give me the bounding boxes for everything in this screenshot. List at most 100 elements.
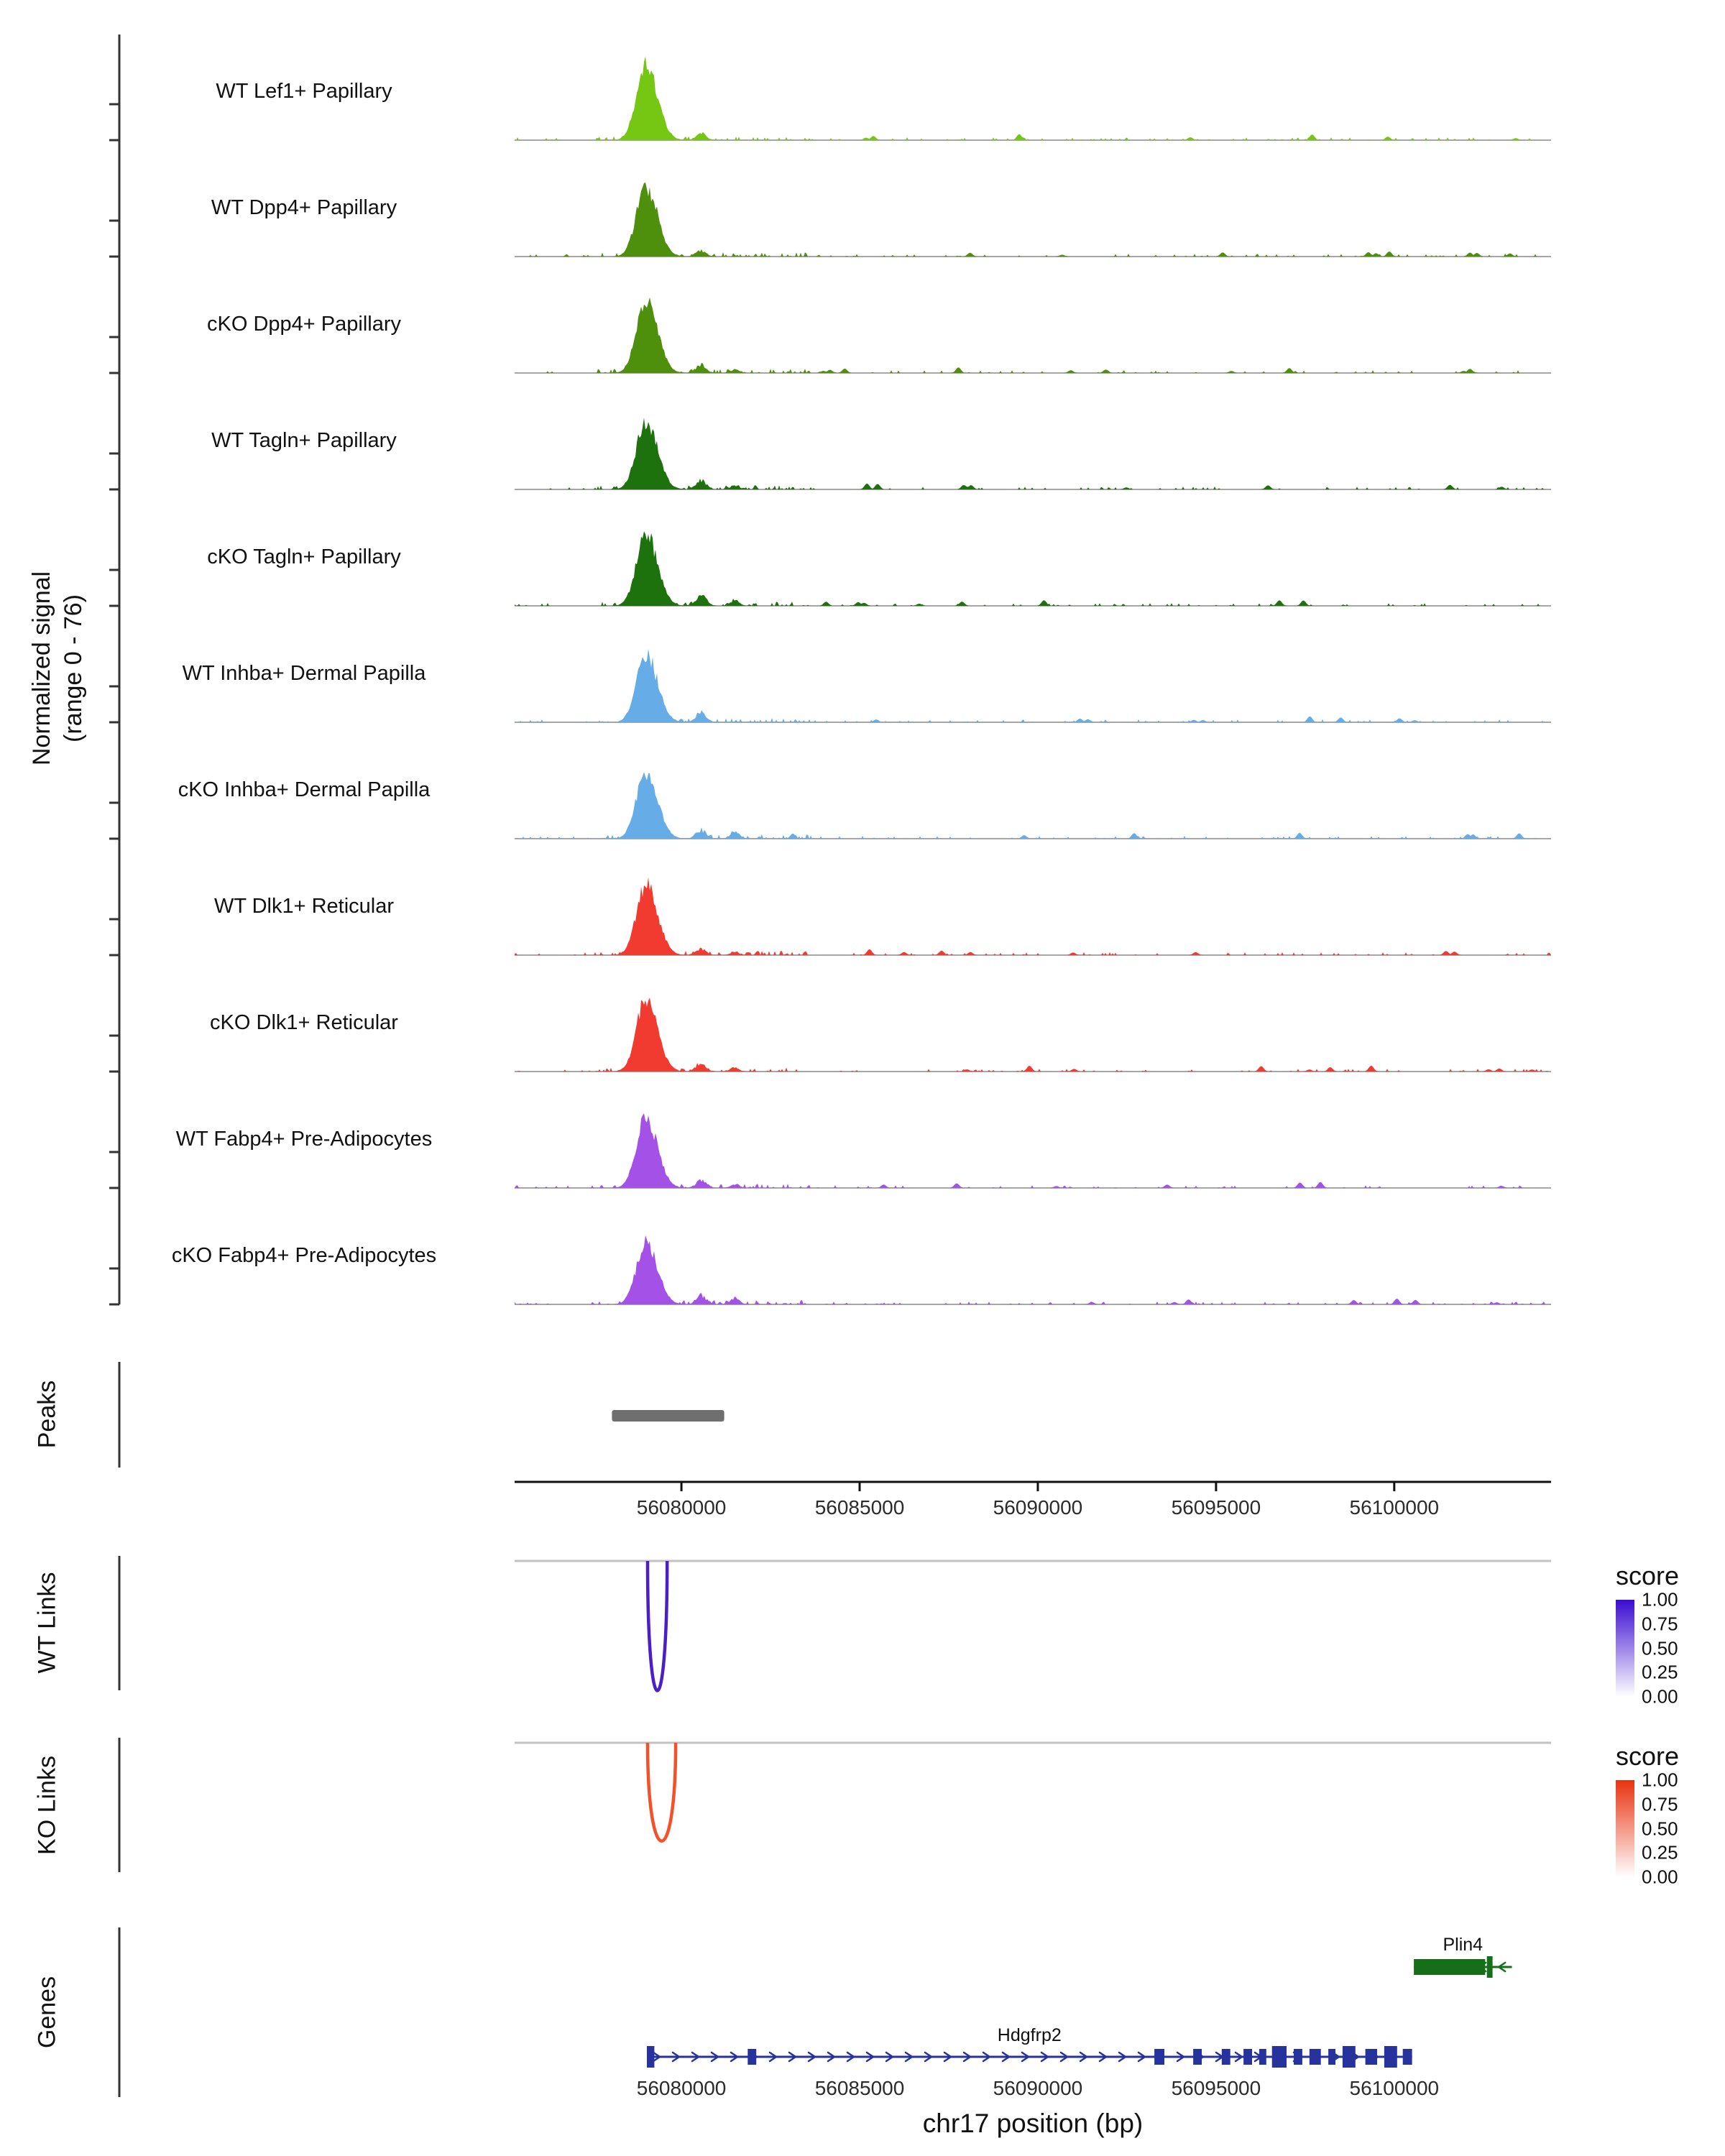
ko-score-gradient (1616, 1780, 1634, 1877)
track-signal-2 (515, 297, 1551, 373)
track-label-3: WT Tagln+ Papillary (211, 429, 397, 452)
gene-exon-Hdgfrp2-0 (647, 2046, 655, 2068)
wt-score-gradient (1616, 1600, 1634, 1697)
gene-exon-Plin4-1 (1486, 1956, 1493, 1978)
y-axis-label-line1: Normalized signal (27, 571, 55, 766)
gene-strand-arrow (652, 2051, 662, 2063)
gene-exon-Hdgfrp2-7 (1271, 2046, 1287, 2068)
x-tick-mid-4: 56100000 (1349, 1496, 1440, 1519)
legend-labels-wt-0: 1.00 (1642, 1588, 1678, 1611)
legend-labels-wt-4: 0.00 (1642, 1685, 1678, 1708)
ko-links-section-label: KO Links (33, 1756, 61, 1855)
track-label-5: WT Inhba+ Dermal Papilla (182, 662, 426, 685)
gene-strand-arrow (943, 2051, 953, 2063)
x-tick-bottom-0: 56080000 (636, 2077, 727, 2099)
track-signal-1 (515, 182, 1551, 257)
ko-link-arc (645, 1742, 678, 1843)
gene-strand-arrow (807, 2051, 817, 2063)
gene-exon-Hdgfrp2-6 (1259, 2049, 1266, 2065)
gene-strand-arrow (904, 2051, 914, 2063)
x-tick-mid-1: 56085000 (814, 1496, 905, 1519)
x-axis-title: chr17 position (bp) (922, 2109, 1144, 2138)
y-axis-label: Normalized signal (range 0 - 76) (26, 571, 89, 765)
gene-exon-Hdgfrp2-2 (1154, 2049, 1164, 2065)
track-label-4: cKO Tagln+ Papillary (207, 545, 401, 568)
x-tick-bottom-4: 56100000 (1349, 2077, 1440, 2099)
track-label-7: WT Dlk1+ Reticular (213, 895, 395, 918)
legend-labels-ko-4: 0.00 (1642, 1866, 1678, 1888)
gene-strand-arrow (962, 2051, 972, 2063)
legend-labels-ko-1: 0.75 (1642, 1793, 1678, 1815)
gene-strand-arrow (691, 2051, 701, 2063)
gene-strand-arrow (1040, 2051, 1050, 2063)
gene-strand-arrow (885, 2051, 895, 2063)
peaks-section-label: Peaks (33, 1380, 61, 1449)
gene-exon-Hdgfrp2-5 (1243, 2049, 1252, 2065)
track-signal-5 (515, 648, 1551, 722)
gene-label-Plin4: Plin4 (1443, 1935, 1484, 1955)
wt-links-section-label: WT Links (33, 1572, 61, 1674)
legend-labels-wt-1: 0.75 (1642, 1613, 1678, 1635)
wt-score-legend-title: score (1615, 1561, 1680, 1590)
gene-strand-arrow (827, 2051, 837, 2063)
peak-interval-0 (612, 1410, 724, 1422)
gene-strand-arrow (846, 2051, 856, 2063)
track-label-2: cKO Dpp4+ Papillary (207, 313, 401, 336)
track-signal-6 (515, 772, 1551, 839)
track-label-6: cKO Inhba+ Dermal Papilla (178, 778, 431, 801)
gene-exon-Hdgfrp2-10 (1328, 2049, 1335, 2065)
track-signal-10 (515, 1235, 1551, 1304)
gene-strand-arrow (1059, 2051, 1070, 2063)
x-tick-mid-0: 56080000 (636, 1496, 727, 1519)
track-signal-9 (515, 1113, 1551, 1188)
x-tick-mid-2: 56090000 (993, 1496, 1083, 1519)
gene-strand-arrow (982, 2051, 992, 2063)
legend-labels-ko-3: 0.25 (1642, 1841, 1678, 1864)
gene-strand-arrow (865, 2051, 875, 2063)
track-label-8: cKO Dlk1+ Reticular (210, 1011, 398, 1034)
gene-exon-Hdgfrp2-4 (1221, 2049, 1230, 2065)
gene-strand-arrow (671, 2051, 681, 2063)
gene-strand-arrow (1118, 2051, 1128, 2063)
x-tick-bottom-2: 56090000 (993, 2077, 1083, 2099)
legend-labels-ko-2: 0.50 (1642, 1818, 1678, 1839)
gene-strand-arrow (1098, 2051, 1108, 2063)
gene-exon-Hdgfrp2-14 (1402, 2049, 1412, 2065)
x-tick-bottom-3: 56095000 (1171, 2077, 1261, 2099)
track-signal-7 (515, 877, 1551, 955)
gene-exon-Hdgfrp2-12 (1365, 2049, 1377, 2065)
track-signal-4 (515, 531, 1551, 606)
gene-strand-arrow (1137, 2051, 1147, 2063)
track-signal-8 (515, 998, 1551, 1072)
track-label-1: WT Dpp4+ Papillary (211, 196, 397, 219)
gene-strand-arrow (788, 2051, 798, 2063)
genes-section-label: Genes (33, 1976, 61, 2049)
ko-score-legend-title: score (1615, 1741, 1680, 1771)
track-label-0: WT Lef1+ Papillary (216, 80, 392, 103)
gene-strand-arrow (1234, 2051, 1244, 2063)
gene-strand-arrow (1496, 1961, 1506, 1973)
x-tick-mid-3: 56095000 (1171, 1496, 1261, 1519)
track-signal-3 (515, 418, 1551, 489)
gene-strand-arrow (1079, 2051, 1089, 2063)
gene-exon-Hdgfrp2-11 (1342, 2046, 1356, 2068)
x-tick-bottom-1: 56085000 (814, 2077, 905, 2099)
gene-exon-Plin4-0 (1414, 1959, 1486, 1975)
legend-labels-ko-0: 1.00 (1642, 1769, 1678, 1791)
gene-strand-arrow (1001, 2051, 1011, 2063)
track-label-9: WT Fabp4+ Pre-Adipocytes (175, 1128, 433, 1151)
gene-strand-arrow (1176, 2051, 1186, 2063)
gene-strand-arrow (1021, 2051, 1031, 2063)
gene-exon-Hdgfrp2-13 (1384, 2046, 1397, 2068)
wt-link-arc (645, 1560, 669, 1692)
gene-strand-arrow (710, 2051, 720, 2063)
y-axis-label-line2: (range 0 - 76) (60, 594, 87, 743)
gene-exon-Hdgfrp2-3 (1193, 2049, 1202, 2065)
legend-labels-wt-3: 0.25 (1642, 1661, 1678, 1683)
legend-labels-wt-2: 0.50 (1642, 1637, 1678, 1659)
gene-exon-Hdgfrp2-9 (1309, 2049, 1321, 2065)
track-label-10: cKO Fabp4+ Pre-Adipocytes (171, 1244, 437, 1267)
gene-strand-arrow (768, 2051, 778, 2063)
track-signal-0 (515, 56, 1551, 140)
